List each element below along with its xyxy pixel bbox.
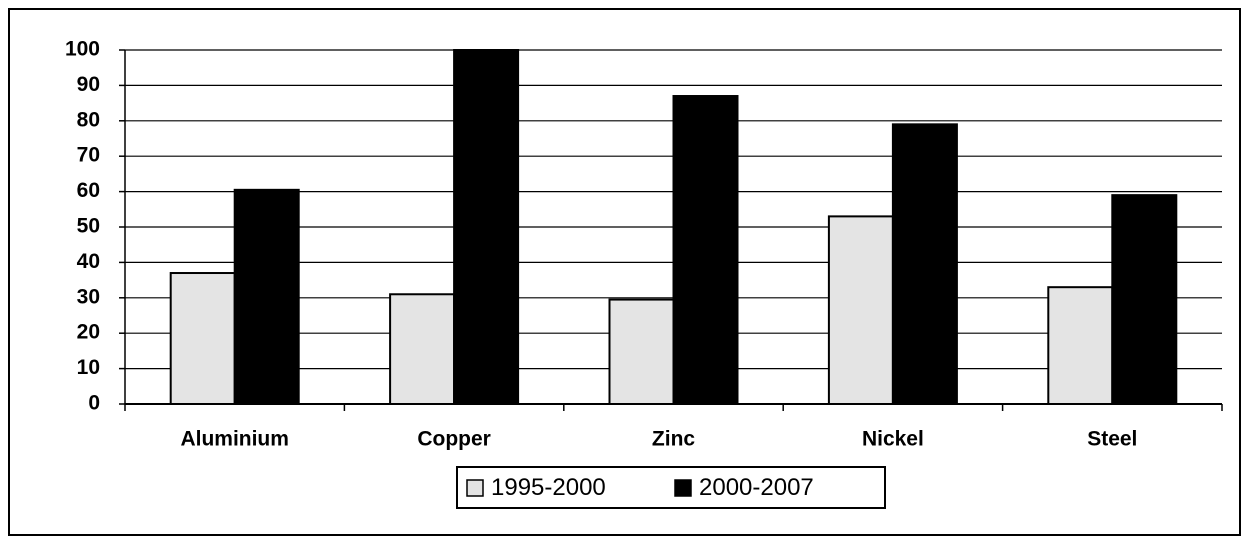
y-tick-label: 0: [88, 392, 100, 415]
x-tick-label: Aluminium: [180, 428, 289, 451]
bar: [827, 215, 894, 405]
bar: [233, 188, 300, 405]
bar: [672, 95, 739, 406]
bar: [891, 123, 958, 405]
bar: [1111, 194, 1178, 405]
bar: [389, 293, 456, 406]
chart-border: [8, 8, 1241, 536]
x-tick-label: Copper: [417, 428, 491, 451]
legend-swatch: [466, 479, 484, 497]
legend-swatch: [674, 479, 692, 497]
y-tick-label: 10: [77, 356, 100, 379]
y-tick-label: 70: [77, 144, 100, 167]
y-tick-label: 80: [77, 108, 100, 131]
legend-label: 2000-2007: [699, 474, 814, 501]
y-tick-label: 60: [77, 179, 100, 202]
y-tick-label: 90: [77, 73, 100, 96]
y-tick-label: 30: [77, 285, 100, 308]
y-tick-label: 20: [77, 321, 100, 344]
bar: [169, 272, 236, 405]
y-tick-label: 40: [77, 250, 100, 273]
bar: [453, 49, 520, 405]
x-tick-label: Steel: [1087, 428, 1137, 451]
y-tick-label: 50: [77, 215, 100, 238]
bar: [1047, 286, 1114, 405]
legend-box: [456, 466, 886, 509]
x-tick-label: Nickel: [862, 428, 924, 451]
bar: [608, 298, 675, 406]
x-tick-label: Zinc: [652, 428, 695, 451]
legend-label: 1995-2000: [491, 474, 606, 501]
y-tick-label: 100: [65, 38, 100, 61]
